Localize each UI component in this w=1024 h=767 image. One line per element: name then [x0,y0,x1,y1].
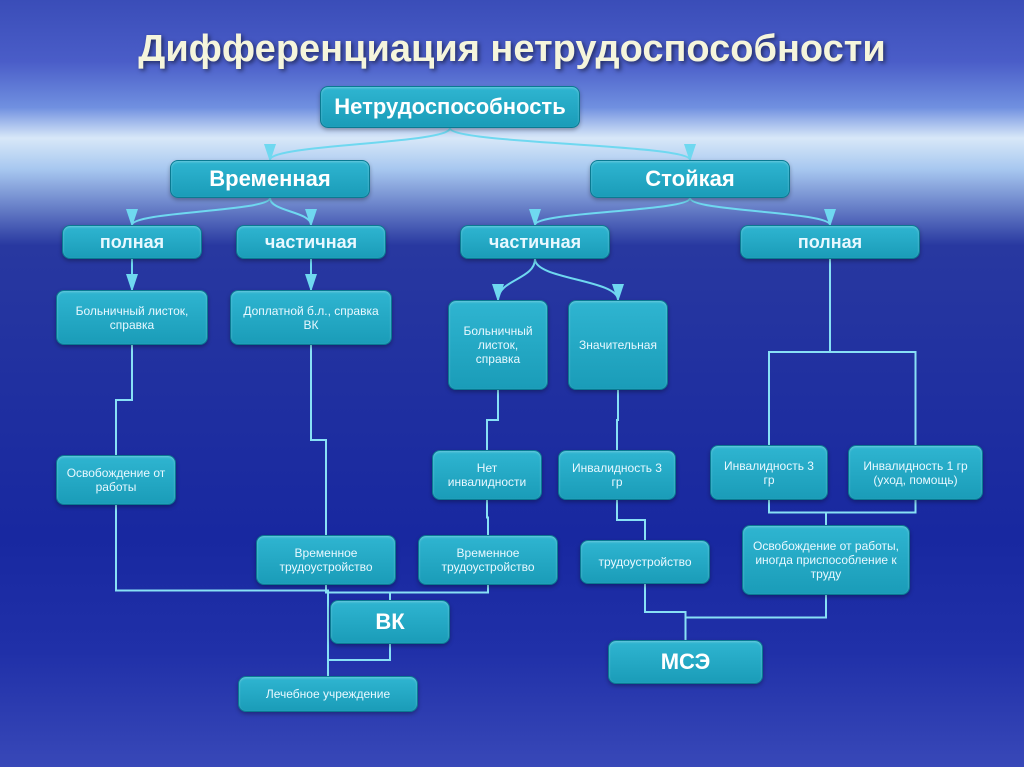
node-inv1: Инвалидность 1 гр (уход, помощь) [848,445,983,500]
node-mse: МСЭ [608,640,763,684]
node-full_r: полная [740,225,920,259]
node-part_r: частичная [460,225,610,259]
node-release: Освобождение от работы [56,455,176,505]
node-part_l: частичная [236,225,386,259]
node-signif: Значительная [568,300,668,390]
node-vk: ВК [330,600,450,644]
node-temp_emp2: Временное трудоустройство [418,535,558,585]
node-inv3a: Инвалидность 3 гр [558,450,676,500]
node-sick_r: Больничный листок, справка [448,300,548,390]
node-temp: Временная [170,160,370,198]
node-noinv: Нет инвалидности [432,450,542,500]
node-sick_l: Больничный листок, справка [56,290,208,345]
node-emp: трудоустройство [580,540,710,584]
node-temp_emp1: Временное трудоустройство [256,535,396,585]
node-inv3b: Инвалидность 3 гр [710,445,828,500]
node-persist: Стойкая [590,160,790,198]
node-release2: Освобождение от работы, иногда приспособ… [742,525,910,595]
node-hospital: Лечебное учреждение [238,676,418,712]
page-title: Дифференциация нетрудоспособности [0,28,1024,71]
node-extra: Доплатной б.л., справка ВК [230,290,392,345]
node-full_l: полная [62,225,202,259]
node-root: Нетрудоспособность [320,86,580,128]
